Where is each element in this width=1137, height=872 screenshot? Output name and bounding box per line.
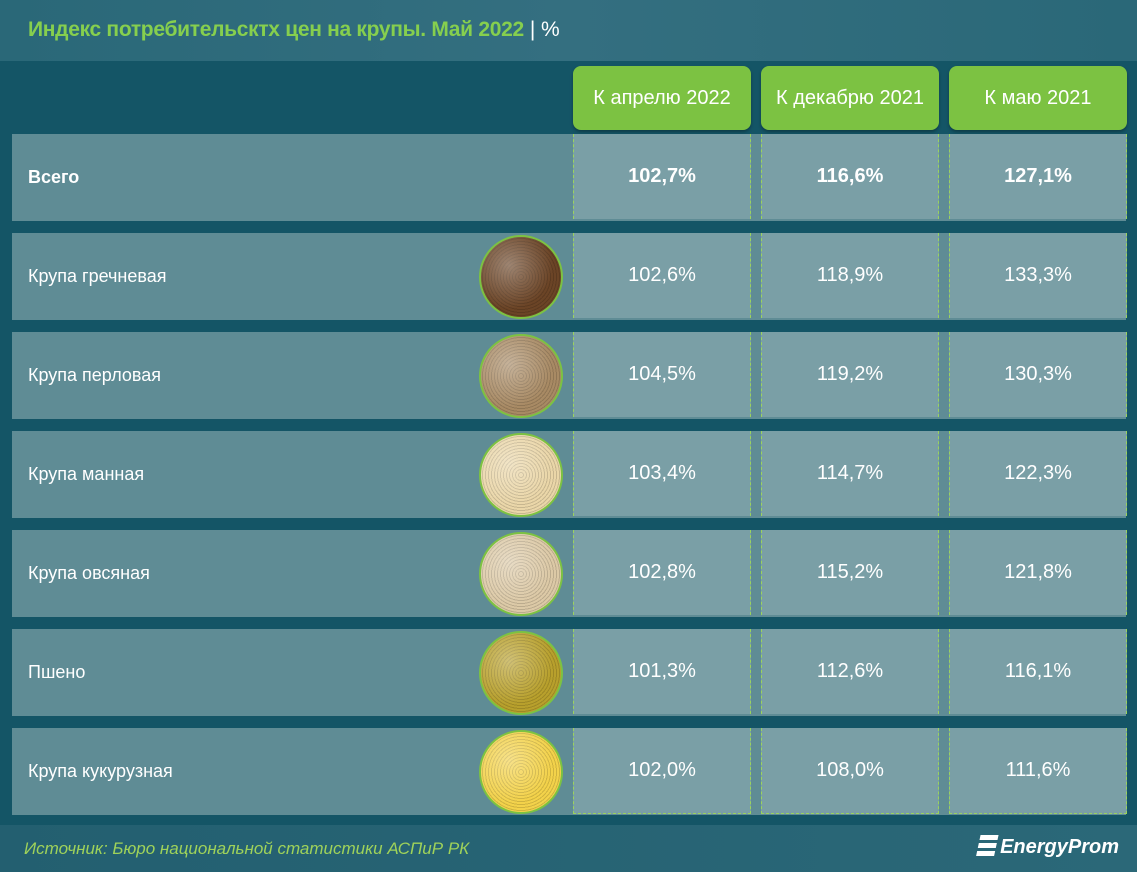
value-cell: 103,4% [573, 431, 751, 516]
row-label: Крупа гречневая [28, 266, 167, 286]
row-label: Крупа овсяная [28, 563, 150, 583]
table-row: Всего 102,7% 116,6% 127,1% [12, 134, 1127, 221]
column-header: К декабрю 2021 [761, 66, 939, 130]
table-row: Крупа перловая 104,5% 119,2% 130,3% [12, 332, 1127, 419]
source-note: Источник: Бюро национальной статистики А… [24, 839, 470, 858]
table-row: Крупа манная 103,4% 114,7% 122,3% [12, 431, 1127, 518]
value-cell: 114,7% [761, 431, 939, 516]
row-label: Всего [28, 167, 80, 187]
value-cell: 119,2% [761, 332, 939, 417]
row-label: Крупа перловая [28, 365, 162, 385]
title-bar: Индекс потребительсктх цен на крупы. Май… [0, 0, 1137, 61]
grain-image [479, 334, 563, 418]
unit-label: % [541, 18, 560, 41]
value-cell: 108,0% [761, 728, 939, 814]
row-label: Крупа манная [28, 464, 145, 484]
title-separator: | [529, 18, 535, 41]
grain-image [479, 235, 563, 319]
logo-text: EnergyProm [1000, 835, 1119, 858]
row-label: Пшено [28, 662, 86, 682]
value-cell: 121,8% [949, 530, 1127, 615]
grain-image [479, 730, 563, 814]
table-row: Крупа овсяная 102,8% 115,2% 121,8% [12, 530, 1127, 617]
table-row: Пшено 101,3% 112,6% 116,1% [12, 629, 1127, 716]
footer: Источник: Бюро национальной статистики А… [0, 825, 1137, 872]
value-cell: 130,3% [949, 332, 1127, 417]
grain-image [479, 631, 563, 715]
value-cell: 111,6% [949, 728, 1127, 814]
logo-mark-icon [975, 835, 999, 859]
title-text: Индекс потребительсктх цен на крупы. Май… [28, 18, 524, 41]
value-cell: 133,3% [949, 233, 1127, 318]
value-cell: 102,0% [573, 728, 751, 814]
table-row: Крупа гречневая 102,6% 118,9% 133,3% [12, 233, 1127, 320]
value-cell: 116,6% [761, 134, 939, 219]
energyprom-logo: EnergyProm [975, 835, 1119, 859]
page-title: Индекс потребительсктх цен на крупы. Май… [28, 18, 560, 42]
column-header: К маю 2021 [949, 66, 1127, 130]
grain-image [479, 433, 563, 517]
value-cell: 118,9% [761, 233, 939, 318]
table-row: Крупа кукурузная 102,0% 108,0% 111,6% [12, 728, 1127, 815]
grain-image [479, 532, 563, 616]
value-cell: 104,5% [573, 332, 751, 417]
value-cell: 127,1% [949, 134, 1127, 219]
value-cell: 122,3% [949, 431, 1127, 516]
row-label: Крупа кукурузная [28, 761, 173, 781]
value-cell: 102,6% [573, 233, 751, 318]
value-cell: 102,7% [573, 134, 751, 219]
column-header: К апрелю 2022 [573, 66, 751, 130]
value-cell: 101,3% [573, 629, 751, 714]
value-cell: 115,2% [761, 530, 939, 615]
value-cell: 102,8% [573, 530, 751, 615]
value-cell: 112,6% [761, 629, 939, 714]
value-cell: 116,1% [949, 629, 1127, 714]
